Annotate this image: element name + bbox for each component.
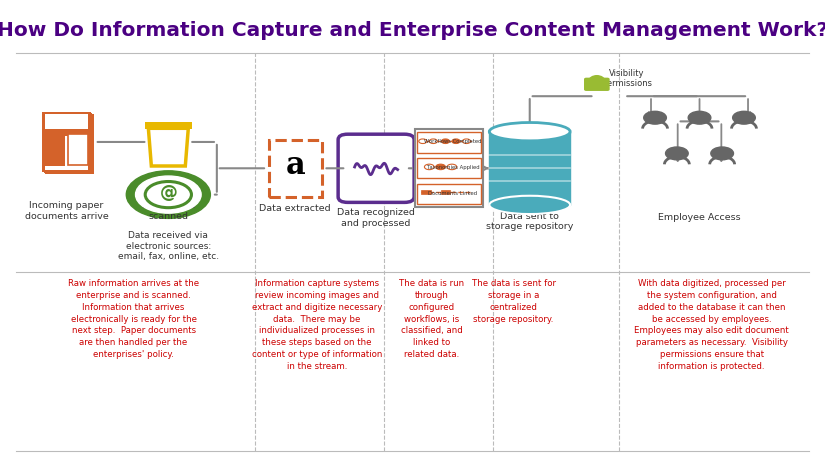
- FancyBboxPatch shape: [338, 134, 414, 202]
- Bar: [489, 132, 570, 205]
- Text: Documents Linked: Documents Linked: [428, 191, 478, 196]
- Text: Employee Access: Employee Access: [658, 213, 741, 222]
- Text: The data is sent for
storage in a
centralized
storage repository.: The data is sent for storage in a centra…: [472, 279, 555, 324]
- Text: Raw information arrives at the
enterprise and is scanned.
Information that arriv: Raw information arrives at the enterpris…: [68, 279, 199, 359]
- Text: The data is run
through
configured
workflows, is
classified, and
linked to
relat: The data is run through configured workf…: [399, 279, 464, 359]
- Bar: [441, 190, 450, 194]
- FancyBboxPatch shape: [42, 112, 91, 172]
- Ellipse shape: [489, 122, 570, 141]
- Circle shape: [463, 139, 470, 143]
- Text: With data digitized, processed per
the system configuration, and
added to the da: With data digitized, processed per the s…: [634, 279, 789, 371]
- FancyBboxPatch shape: [68, 134, 88, 165]
- FancyBboxPatch shape: [417, 184, 481, 204]
- Ellipse shape: [489, 196, 570, 214]
- Text: How Do Information Capture and Enterprise Content Management Work?: How Do Information Capture and Enterpris…: [0, 21, 825, 40]
- Circle shape: [441, 139, 450, 143]
- Circle shape: [126, 171, 210, 219]
- Circle shape: [711, 147, 733, 160]
- Text: Data extracted: Data extracted: [259, 204, 331, 213]
- Polygon shape: [148, 125, 189, 166]
- Circle shape: [436, 164, 446, 170]
- Circle shape: [688, 111, 711, 124]
- Circle shape: [135, 176, 201, 213]
- FancyBboxPatch shape: [417, 133, 481, 153]
- Text: Visibility
Permissions: Visibility Permissions: [601, 69, 652, 88]
- Circle shape: [419, 139, 427, 143]
- FancyBboxPatch shape: [45, 114, 94, 174]
- Bar: [45, 129, 88, 136]
- FancyBboxPatch shape: [585, 78, 609, 90]
- Circle shape: [452, 139, 460, 143]
- Circle shape: [733, 111, 756, 124]
- FancyBboxPatch shape: [44, 113, 92, 173]
- FancyBboxPatch shape: [414, 129, 483, 207]
- Circle shape: [429, 139, 437, 143]
- FancyBboxPatch shape: [45, 113, 88, 170]
- Text: Data received via
electronic sources:
email, fax, online, etc.: Data received via electronic sources: em…: [118, 231, 219, 261]
- Circle shape: [644, 111, 667, 124]
- Bar: [145, 122, 191, 128]
- Text: a: a: [285, 150, 305, 182]
- Text: Documents
scanned: Documents scanned: [141, 201, 196, 221]
- Bar: [45, 134, 65, 166]
- Text: Information capture systems
review incoming images and
extract and digitize nece: Information capture systems review incom…: [252, 279, 382, 371]
- FancyBboxPatch shape: [417, 158, 481, 178]
- Text: Taxonomies Applied: Taxonomies Applied: [427, 165, 479, 170]
- Text: Incoming paper
documents arrive: Incoming paper documents arrive: [25, 201, 108, 221]
- Circle shape: [666, 147, 688, 160]
- Circle shape: [424, 164, 434, 170]
- Text: Workflows Completed: Workflows Completed: [424, 139, 482, 144]
- FancyBboxPatch shape: [269, 140, 322, 197]
- Circle shape: [447, 164, 457, 170]
- Text: Data sent to
storage repository: Data sent to storage repository: [486, 212, 573, 231]
- Text: Data recognized
and processed: Data recognized and processed: [337, 208, 415, 228]
- Text: @: @: [159, 184, 177, 202]
- Bar: [422, 190, 431, 194]
